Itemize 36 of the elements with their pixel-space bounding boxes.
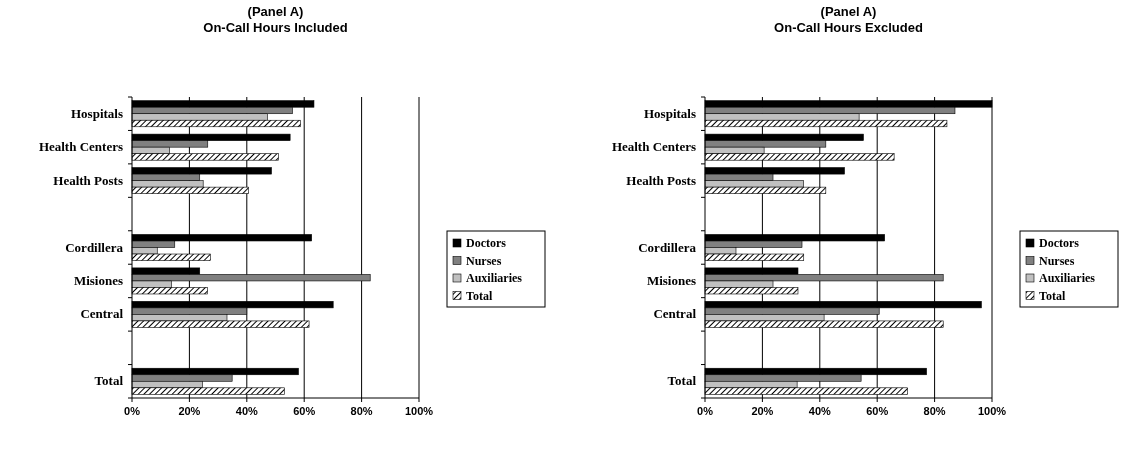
- y-tick-label: Central: [653, 306, 697, 322]
- y-tick-label: Total: [94, 373, 124, 389]
- y-tick-label: Health Posts: [626, 172, 696, 188]
- legend-label: Total: [466, 288, 493, 303]
- y-tick-label: Total: [667, 373, 697, 389]
- y-tick-label: Misiones: [73, 272, 123, 288]
- x-tick-label: 80%: [350, 405, 373, 417]
- x-tick-label: 20%: [751, 405, 774, 417]
- x-tick-label: 40%: [235, 405, 259, 417]
- legend-label: Auxiliaries: [1039, 271, 1096, 285]
- y-tick-label: Hospitals: [643, 105, 696, 121]
- legend-label: Nurses: [1039, 253, 1075, 268]
- y-tick-label: Misiones: [646, 272, 696, 288]
- y-tick-label: Central: [80, 306, 124, 322]
- y-tick-label: Cordillera: [65, 239, 124, 255]
- x-tick-label: 0%: [697, 405, 714, 417]
- legend-label: Nurses: [466, 253, 502, 268]
- legend-label: Doctors: [1039, 236, 1080, 250]
- x-tick-label: 0%: [124, 405, 141, 417]
- chart-title: (Panel A) On-Call Hours Included: [203, 4, 348, 35]
- y-tick-label: Hospitals: [70, 105, 123, 121]
- legend-label: Doctors: [466, 236, 507, 250]
- legend-label: Total: [1039, 288, 1066, 303]
- chart-title: (Panel A) On-Call Hours Excluded: [774, 4, 923, 35]
- x-tick-label: 60%: [866, 405, 889, 417]
- y-tick-label: Health Centers: [38, 139, 123, 155]
- x-tick-label: 100%: [977, 405, 1007, 417]
- y-tick-label: Health Posts: [53, 172, 123, 188]
- x-tick-label: 100%: [404, 405, 434, 417]
- x-tick-label: 80%: [923, 405, 946, 417]
- y-tick-label: Health Centers: [611, 139, 696, 155]
- y-tick-label: Cordillera: [638, 239, 697, 255]
- x-tick-label: 60%: [293, 405, 316, 417]
- x-tick-label: 40%: [808, 405, 832, 417]
- x-tick-label: 20%: [178, 405, 201, 417]
- legend-label: Auxiliaries: [466, 271, 523, 285]
